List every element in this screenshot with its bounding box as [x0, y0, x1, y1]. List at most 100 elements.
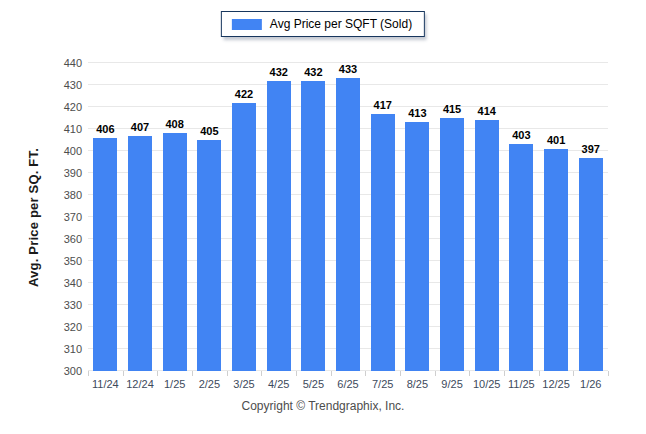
x-axis-tick — [123, 371, 124, 376]
bar — [232, 103, 256, 371]
x-axis-ticks — [88, 371, 608, 376]
bar-group: 401 — [539, 63, 574, 371]
x-tick-label: 10/25 — [469, 378, 504, 390]
bar — [371, 114, 395, 371]
bar — [509, 144, 533, 371]
x-tick-label: 1/26 — [573, 378, 608, 390]
x-tick-label: 8/25 — [400, 378, 435, 390]
x-axis-tick — [296, 371, 297, 376]
bar-value-label: 401 — [547, 135, 565, 146]
x-axis-tick — [435, 371, 436, 376]
legend-swatch — [232, 19, 262, 30]
x-tick-label: 12/24 — [123, 378, 158, 390]
y-tick-label: 330 — [48, 299, 82, 311]
legend: Avg Price per SQFT (Sold) — [221, 11, 425, 37]
y-tick-label: 310 — [48, 343, 82, 355]
bar-value-label: 422 — [235, 89, 253, 100]
x-tick-label: 7/25 — [365, 378, 400, 390]
y-tick-label: 350 — [48, 255, 82, 267]
y-tick-label: 390 — [48, 167, 82, 179]
bar-value-label: 397 — [582, 144, 600, 155]
bars-container: 406 407 408 405 422 432 432 433 417 413 415 414 403 4… — [88, 63, 608, 371]
bar — [544, 149, 568, 371]
bar-group: 407 — [123, 63, 158, 371]
y-axis-title-text: Avg. Price per SQ. FT. — [26, 147, 41, 286]
x-tick-label: 11/24 — [88, 378, 123, 390]
y-tick-label: 430 — [48, 79, 82, 91]
y-tick-label: 340 — [48, 277, 82, 289]
bar-value-label: 417 — [374, 100, 392, 111]
copyright-text: Copyright © Trendgraphix, Inc. — [0, 399, 646, 413]
x-axis-tick — [88, 371, 89, 376]
bar-value-label: 432 — [270, 67, 288, 78]
y-tick-label: 440 — [48, 57, 82, 69]
x-tick-label: 12/25 — [539, 378, 574, 390]
x-axis-tick — [539, 371, 540, 376]
bar-value-label: 414 — [478, 106, 496, 117]
x-tick-label: 4/25 — [261, 378, 296, 390]
bar-value-label: 432 — [304, 67, 322, 78]
bar-group: 408 — [157, 63, 192, 371]
x-axis-tick — [365, 371, 366, 376]
x-tick-label: 5/25 — [296, 378, 331, 390]
bar-group: 417 — [365, 63, 400, 371]
bar-group: 403 — [504, 63, 539, 371]
y-tick-label: 420 — [48, 101, 82, 113]
bar — [405, 122, 429, 371]
legend-label: Avg Price per SQFT (Sold) — [270, 17, 412, 31]
bar-value-label: 403 — [512, 130, 530, 141]
bar — [301, 81, 325, 371]
bar-value-label: 408 — [166, 119, 184, 130]
x-tick-label: 2/25 — [192, 378, 227, 390]
x-tick-label: 6/25 — [331, 378, 366, 390]
x-tick-label: 3/25 — [227, 378, 262, 390]
y-axis-tick-labels: 3003103203303403503603703803904004104204… — [48, 63, 82, 371]
x-axis-tick — [608, 371, 609, 376]
bar-value-label: 433 — [339, 64, 357, 75]
x-axis-tick — [573, 371, 574, 376]
bar — [475, 120, 499, 371]
bar-group: 422 — [227, 63, 262, 371]
bar-value-label: 415 — [443, 104, 461, 115]
bar — [197, 140, 221, 371]
x-tick-label: 1/25 — [157, 378, 192, 390]
bar — [336, 78, 360, 371]
y-tick-label: 370 — [48, 211, 82, 223]
y-tick-label: 400 — [48, 145, 82, 157]
bar-group: 414 — [469, 63, 504, 371]
y-tick-label: 410 — [48, 123, 82, 135]
x-axis-tick — [469, 371, 470, 376]
y-tick-label: 380 — [48, 189, 82, 201]
x-axis-tick-labels: 11/2412/241/252/253/254/255/256/257/258/… — [88, 378, 608, 390]
y-tick-label: 320 — [48, 321, 82, 333]
bar-group: 413 — [400, 63, 435, 371]
bar-value-label: 407 — [131, 122, 149, 133]
x-axis-tick — [331, 371, 332, 376]
bar-group: 432 — [296, 63, 331, 371]
y-tick-label: 360 — [48, 233, 82, 245]
bar — [128, 136, 152, 371]
bar — [440, 118, 464, 371]
y-tick-label: 300 — [48, 365, 82, 377]
x-axis-tick — [400, 371, 401, 376]
bar-value-label: 413 — [408, 108, 426, 119]
bar — [579, 158, 603, 371]
x-axis-tick — [157, 371, 158, 376]
chart-page: Avg Price per SQFT (Sold) Avg. Price per… — [0, 0, 646, 434]
bar — [93, 138, 117, 371]
bar-value-label: 406 — [96, 124, 114, 135]
bar-group: 415 — [435, 63, 470, 371]
x-tick-label: 9/25 — [435, 378, 470, 390]
bar — [163, 133, 187, 371]
bar — [267, 81, 291, 371]
y-axis-title: Avg. Price per SQ. FT. — [24, 63, 42, 371]
x-axis-tick — [192, 371, 193, 376]
bar-group: 397 — [573, 63, 608, 371]
x-axis-tick — [261, 371, 262, 376]
x-tick-label: 11/25 — [504, 378, 539, 390]
plot-area: 406 407 408 405 422 432 432 433 417 413 415 414 403 4… — [88, 63, 608, 371]
bar-group: 406 — [88, 63, 123, 371]
bar-group: 405 — [192, 63, 227, 371]
x-axis-tick — [227, 371, 228, 376]
bar-group: 432 — [261, 63, 296, 371]
